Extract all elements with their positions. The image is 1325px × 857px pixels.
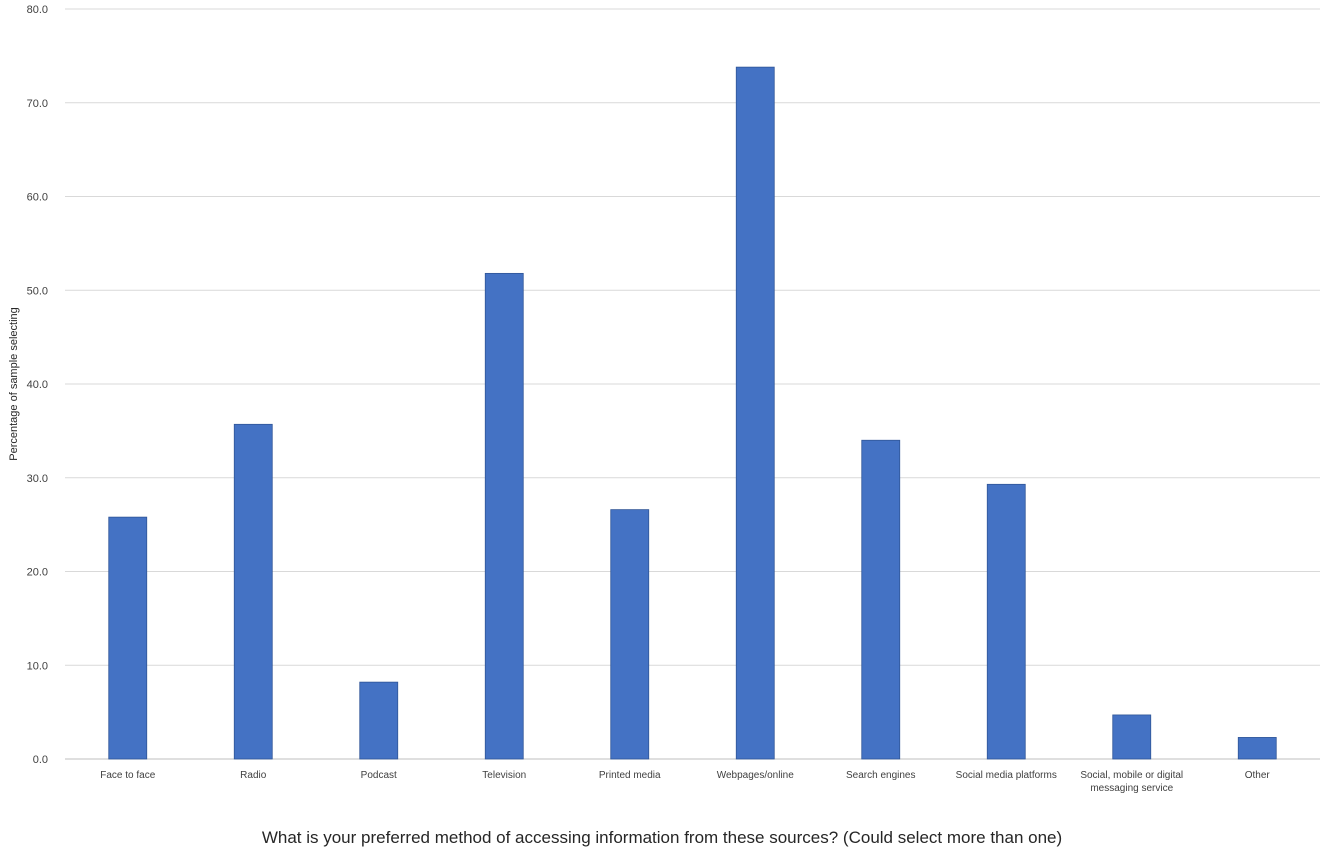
- x-category-label: Printed media: [599, 770, 661, 781]
- bar: [233, 423, 273, 760]
- y-axis-tick-labels: 0.0 10.0 20.0 30.0 40.0 50.0 60.0 70.0 80.0: [27, 4, 48, 766]
- bars: [108, 66, 1277, 760]
- bar: [484, 272, 524, 760]
- x-category-label: Social, mobile or digital: [1080, 770, 1183, 781]
- bar: [1112, 714, 1152, 760]
- x-category-label: Webpages/online: [717, 770, 795, 781]
- bar: [986, 483, 1026, 760]
- y-tick-label: 70.0: [27, 98, 48, 110]
- y-tick-label: 20.0: [27, 567, 48, 579]
- y-tick-label: 30.0: [27, 473, 48, 485]
- x-axis-title: What is your preferred method of accessi…: [262, 828, 1062, 847]
- x-category-label: Other: [1245, 770, 1271, 781]
- x-category-label: Search engines: [846, 770, 916, 781]
- y-tick-label: 60.0: [27, 192, 48, 204]
- bar: [861, 439, 901, 760]
- gridlines: [65, 8, 1320, 666]
- x-category-label: Social media platforms: [956, 770, 1057, 781]
- y-tick-label: 10.0: [27, 660, 48, 672]
- bar: [1237, 737, 1277, 760]
- x-category-label: Podcast: [361, 770, 397, 781]
- x-category-label: messaging service: [1090, 783, 1173, 794]
- y-tick-label: 40.0: [27, 379, 48, 391]
- y-tick-label: 80.0: [27, 4, 48, 16]
- x-category-label: Television: [482, 770, 526, 781]
- x-axis-category-labels: Face to face Radio Podcast Television Printe…: [100, 770, 1270, 794]
- bar: [359, 681, 399, 760]
- y-tick-label: 50.0: [27, 285, 48, 297]
- bar: [108, 516, 148, 760]
- y-tick-label: 0.0: [33, 754, 48, 766]
- y-axis-title: Percentage of sample selecting: [8, 307, 20, 460]
- bar: [735, 66, 775, 760]
- bar: [610, 509, 650, 760]
- x-category-label: Radio: [240, 770, 267, 781]
- x-category-label: Face to face: [100, 770, 155, 781]
